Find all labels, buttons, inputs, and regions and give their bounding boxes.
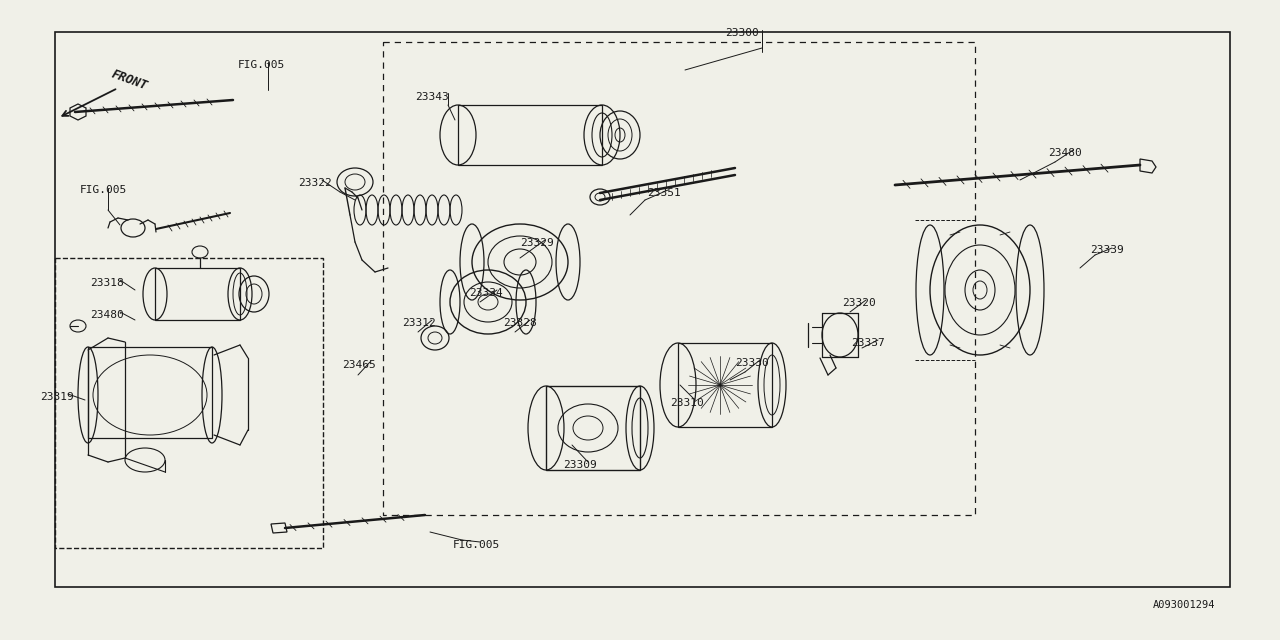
Text: 23339: 23339 bbox=[1091, 245, 1124, 255]
Text: 23334: 23334 bbox=[468, 288, 503, 298]
Text: 23312: 23312 bbox=[402, 318, 435, 328]
Text: 23343: 23343 bbox=[415, 92, 449, 102]
Text: 23319: 23319 bbox=[40, 392, 74, 402]
Text: FIG.005: FIG.005 bbox=[453, 540, 500, 550]
Text: FIG.005: FIG.005 bbox=[79, 185, 127, 195]
Text: 23309: 23309 bbox=[563, 460, 596, 470]
Text: 23300: 23300 bbox=[724, 28, 759, 38]
Text: 23318: 23318 bbox=[90, 278, 124, 288]
Text: 23337: 23337 bbox=[851, 338, 884, 348]
Text: 23480: 23480 bbox=[1048, 148, 1082, 158]
Text: 23310: 23310 bbox=[669, 398, 704, 408]
Text: 23320: 23320 bbox=[842, 298, 876, 308]
Text: 23480: 23480 bbox=[90, 310, 124, 320]
Text: 23328: 23328 bbox=[503, 318, 536, 328]
Text: FRONT: FRONT bbox=[110, 68, 150, 93]
Polygon shape bbox=[70, 104, 86, 120]
Polygon shape bbox=[1140, 159, 1156, 173]
Text: 23322: 23322 bbox=[298, 178, 332, 188]
Polygon shape bbox=[271, 523, 287, 533]
Text: A093001294: A093001294 bbox=[1152, 600, 1215, 610]
Text: 23329: 23329 bbox=[520, 238, 554, 248]
Text: 23330: 23330 bbox=[735, 358, 769, 368]
Text: 23465: 23465 bbox=[342, 360, 376, 370]
Text: FIG.005: FIG.005 bbox=[238, 60, 285, 70]
Text: 23351: 23351 bbox=[646, 188, 681, 198]
